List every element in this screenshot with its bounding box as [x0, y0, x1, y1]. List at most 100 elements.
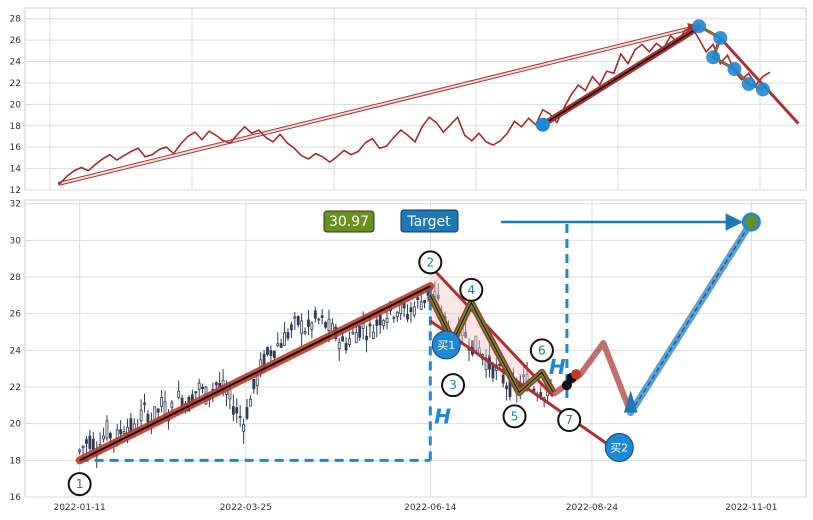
candle-body: [501, 374, 505, 384]
overview-fit-line: [542, 26, 700, 126]
candle-body: [228, 389, 232, 400]
candle-body: [385, 317, 389, 323]
candle-body: [102, 435, 105, 440]
main-y-tick-label: 16: [10, 493, 22, 503]
main-y-tick-label: 32: [10, 200, 21, 210]
candle-body: [231, 406, 235, 415]
candle-body: [290, 324, 293, 331]
candle-body: [371, 331, 375, 339]
candle-body: [272, 350, 276, 358]
wave-label-text: 7: [565, 413, 573, 427]
main-y-tick-label: 28: [10, 273, 22, 283]
overview-y-tick-label: 18: [10, 122, 22, 132]
buy2-label: 买2: [610, 442, 628, 455]
candle-body: [78, 449, 82, 452]
candle-body: [313, 310, 317, 319]
candle-body: [317, 318, 321, 321]
candle-body: [310, 322, 314, 330]
candle-body: [143, 402, 146, 405]
candle-body: [354, 332, 358, 344]
candle-body: [307, 319, 310, 327]
buy2-circle: [604, 433, 634, 462]
wave-label-circle: [67, 472, 92, 497]
candle-body: [238, 415, 242, 418]
candle-body: [327, 318, 331, 332]
candle-body: [201, 386, 205, 390]
candle-body: [105, 420, 109, 439]
candle-body: [177, 390, 181, 398]
overview-trend-line: [59, 22, 701, 185]
wave-label-circle: [441, 373, 466, 398]
candle-body: [382, 320, 386, 326]
h-measure-label: H: [434, 405, 451, 429]
main-y-tick-label: 18: [10, 456, 22, 466]
candle-body: [119, 429, 123, 435]
main-x-tick-label: 2022-03-25: [220, 503, 272, 513]
buy1-marker: 买1: [431, 330, 461, 360]
overview-y-tick-label: 24: [10, 58, 22, 68]
candle-body: [293, 316, 297, 319]
signal-dot: [571, 369, 582, 380]
overview-panel: 12 14 16 18 20 22 24 26 28: [10, 7, 807, 196]
value-badge: 30.97: [323, 210, 375, 233]
decline-lower-line: [429, 319, 614, 449]
overview-swing-point: [692, 19, 706, 34]
main-y-tick-label: 26: [10, 310, 22, 320]
main-x-axis: 2022-01-11 2022-03-25 2022-06-14 2022-08-24…: [53, 503, 777, 513]
h-measure-label: H: [549, 355, 566, 379]
target-rise-arrowhead: [623, 390, 638, 413]
target-button[interactable]: Target: [400, 209, 459, 233]
wave-label-circle: [459, 277, 484, 302]
wave-label-text: 1: [76, 477, 84, 491]
wave-label-circle: [418, 250, 443, 275]
candle-body: [300, 320, 304, 334]
target-rise-line: [630, 221, 752, 413]
candle-body: [160, 397, 164, 407]
overview-projection-line: [719, 36, 800, 125]
candle-body: [197, 382, 201, 390]
candle-body: [505, 385, 508, 390]
candle-body: [286, 332, 290, 339]
candle-body: [252, 378, 256, 390]
candle-body: [402, 302, 406, 309]
candle-body: [409, 307, 413, 313]
candle-body: [358, 325, 362, 338]
overview-y-tick-label: 16: [10, 143, 22, 153]
candle-body: [351, 331, 355, 335]
candle-body: [522, 374, 526, 378]
candle-body: [91, 438, 95, 451]
candle-body: [81, 445, 85, 448]
candle-body: [139, 409, 143, 422]
candle-body: [344, 342, 348, 351]
candle-body: [214, 382, 218, 386]
main-plot-frame: [24, 199, 807, 498]
overview-swing-point: [741, 77, 756, 92]
candle-body: [108, 433, 112, 439]
candle-body: [375, 319, 379, 326]
main-y-tick-label: 24: [10, 346, 22, 356]
candle-body: [279, 343, 283, 348]
target-button-box[interactable]: [400, 209, 459, 233]
candle-body: [88, 435, 92, 449]
main-x-tick-label: 2022-06-14: [404, 503, 457, 513]
overview-y-tick-label: 20: [10, 100, 22, 110]
candle-body: [156, 408, 160, 413]
overview-y-tick-label: 12: [10, 186, 21, 196]
buy2-marker: 买2: [604, 433, 634, 462]
buy1-label: 买1: [437, 339, 455, 352]
wave-label-circle: [529, 338, 554, 363]
candle-body: [303, 331, 307, 334]
signal-dot: [561, 380, 572, 391]
candle-body: [406, 314, 409, 320]
wave-label-circle: [557, 408, 582, 432]
overview-swing-point: [535, 117, 550, 132]
main-x-tick-label: 2022-08-24: [566, 503, 619, 513]
main-y-tick-label: 30: [10, 236, 22, 246]
buy1-circle: [431, 330, 461, 360]
main-y-axis: 16 18 20 22 24 26 28 30 32: [10, 200, 22, 503]
overview-series: [58, 19, 800, 186]
overview-y-tick-label: 14: [10, 165, 22, 175]
overview-swing-point: [755, 82, 770, 97]
